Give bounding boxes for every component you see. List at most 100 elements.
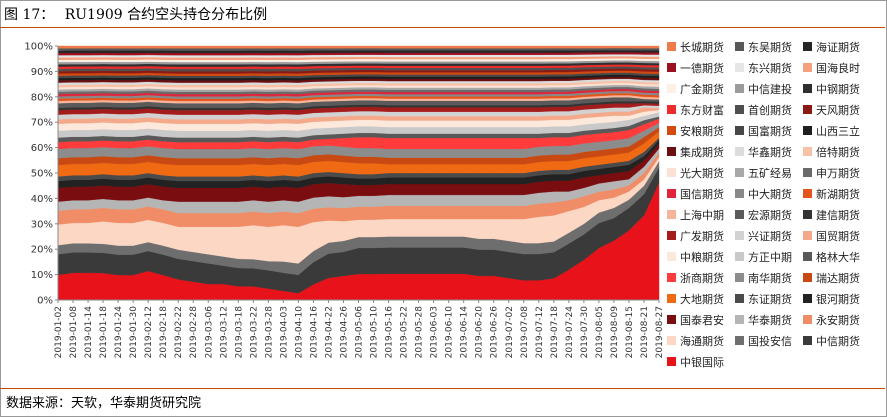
legend-label: 浙商期货 [680, 271, 724, 285]
legend-swatch [735, 252, 744, 261]
legend-swatch [667, 357, 676, 366]
y-tick-label: 0% [37, 296, 53, 307]
legend-swatch [803, 126, 812, 135]
x-tick-label: 2019-08-05 [595, 306, 605, 358]
legend-swatch [735, 189, 744, 198]
y-tick-label: 70% [31, 118, 53, 129]
legend-label: 宏源期货 [748, 208, 792, 222]
x-tick-label: 2019-06-14 [460, 306, 470, 359]
legend-swatch [803, 315, 812, 324]
legend-swatch [803, 231, 812, 240]
legend-label: 广金期货 [680, 82, 724, 96]
x-tick-label: 2019-06-03 [430, 306, 440, 358]
y-tick-label: 90% [31, 67, 53, 78]
x-tick-label: 2019-05-06 [355, 306, 365, 359]
legend-label: 五矿经易 [748, 167, 792, 180]
x-tick-label: 2019-04-10 [294, 306, 304, 359]
legend-swatch [667, 147, 676, 156]
legend-label: 广发期货 [680, 229, 724, 243]
legend-swatch [803, 294, 812, 303]
legend-label: 上海中期 [680, 208, 724, 222]
legend-label: 新湖期货 [816, 187, 860, 201]
legend-swatch [667, 210, 676, 219]
legend-swatch [667, 126, 676, 135]
x-tick-label: 2019-02-18 [159, 306, 169, 359]
legend-label: 国信期货 [680, 187, 724, 201]
legend-label: 东方财富 [680, 103, 724, 117]
x-tick-label: 2019-03-06 [204, 306, 214, 359]
legend-label: 中信建投 [748, 82, 792, 96]
series-group [57, 45, 660, 301]
legend-swatch [667, 315, 676, 324]
legend-swatch [735, 315, 744, 324]
legend-label: 山西三立 [816, 124, 860, 138]
x-tick-label: 2019-06-26 [490, 306, 500, 359]
legend-swatch [803, 63, 812, 72]
legend-swatch [667, 63, 676, 72]
legend-label: 格林大华 [816, 250, 860, 264]
legend-label: 方正中期 [748, 250, 792, 264]
x-tick-label: 2019-05-16 [385, 306, 395, 359]
legend-label: 中粮期货 [680, 250, 724, 264]
legend-swatch [667, 294, 676, 303]
legend-label: 国海良时 [816, 61, 860, 75]
legend-label: 首创期货 [748, 103, 792, 117]
legend-label: 海证期货 [816, 40, 860, 54]
y-tick-label: 10% [31, 270, 53, 281]
x-tick-label: 2019-03-12 [219, 306, 229, 358]
legend-swatch [735, 273, 744, 282]
legend-label: 国泰君安 [680, 313, 724, 327]
legend-swatch [667, 42, 676, 51]
chart-area: 0% 10% 20% 30% 40% 50% 60% 70% 80% 90% 100% 2019-01… [2, 32, 882, 384]
x-tick-label: 2019-07-18 [550, 306, 560, 359]
x-tick-label: 2019-07-12 [535, 306, 545, 358]
legend-swatch [667, 231, 676, 240]
legend-label: 国贸期货 [816, 229, 860, 243]
legend-swatch [735, 63, 744, 72]
legend-swatch [803, 189, 812, 198]
legend-swatch [803, 147, 812, 156]
legend-label: 安粮期货 [680, 124, 724, 138]
legend-swatch [735, 105, 744, 114]
legend-label: 华鑫期货 [748, 145, 792, 159]
x-tick-label: 2019-07-30 [580, 306, 590, 359]
x-tick-label: 2019-07-02 [505, 306, 515, 358]
data-source: 数据来源：天软，华泰期货研究院 [6, 396, 202, 411]
legend-swatch [735, 336, 744, 345]
x-tick-label: 2019-02-12 [144, 306, 154, 358]
y-tick-label: 30% [31, 219, 53, 230]
legend-label: 长城期货 [680, 40, 724, 54]
x-tick-label: 2019-02-28 [189, 306, 199, 359]
x-tick-label: 2019-08-09 [610, 306, 620, 359]
stacked-area-chart: 0% 10% 20% 30% 40% 50% 60% 70% 80% 90% 100% 2019-01… [24, 40, 860, 369]
legend-swatch [667, 273, 676, 282]
legend-label: 兴证期货 [748, 229, 792, 243]
x-tick-label: 2019-08-27 [655, 306, 665, 358]
legend-label: 一德期货 [680, 61, 724, 75]
legend-swatch [803, 336, 812, 345]
figure-title-bar: 图 17： RU1909 合约空头持仓分布比例 [4, 4, 879, 26]
legend-swatch [667, 252, 676, 261]
source-divider [0, 388, 885, 389]
legend-label: 中信期货 [816, 334, 860, 348]
x-tick-label: 2019-08-15 [625, 306, 635, 358]
legend-swatch [803, 168, 812, 177]
legend-swatch [803, 273, 812, 282]
legend-swatch [735, 42, 744, 51]
y-tick-label: 100% [24, 42, 53, 53]
legend-label: 东吴期货 [748, 40, 792, 54]
legend-swatch [803, 42, 812, 51]
x-tick-label: 2019-05-28 [415, 306, 425, 359]
legend-swatch [735, 168, 744, 177]
y-tick-label: 80% [31, 92, 53, 103]
y-tick-label: 40% [31, 194, 53, 205]
title-divider [0, 27, 885, 28]
legend-label: 建信期货 [816, 208, 860, 222]
figure-title: RU1909 合约空头持仓分布比例 [64, 7, 268, 23]
x-tick-label: 2019-05-10 [370, 306, 380, 359]
x-tick-label: 2019-02-22 [174, 306, 184, 358]
x-tick-label: 2019-06-20 [475, 306, 485, 359]
legend-swatch [803, 105, 812, 114]
x-tick-label: 2019-04-26 [339, 306, 349, 359]
x-tick-label: 2019-01-24 [114, 306, 124, 359]
